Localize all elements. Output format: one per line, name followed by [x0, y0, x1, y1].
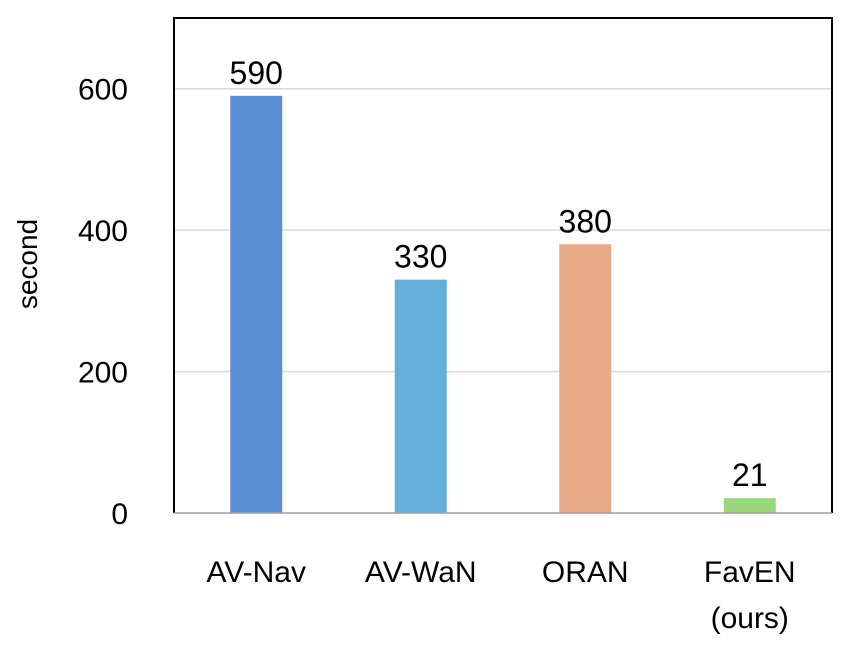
x-category-label: ORAN: [542, 556, 629, 589]
x-category-label: FavEN (ours): [704, 556, 796, 635]
y-tick-label: 200: [78, 357, 128, 390]
x-category-label: AV-WaN: [365, 556, 477, 589]
bars: [230, 95, 776, 514]
bar: [394, 279, 447, 513]
y-tick-labels: 0 200 400 600: [78, 74, 128, 531]
y-axis-title: second: [12, 219, 43, 309]
data-label: 380: [559, 203, 612, 239]
bar: [230, 95, 283, 514]
plot-border: [173, 17, 833, 513]
y-tick-label: 600: [78, 74, 128, 107]
data-label: 330: [394, 239, 447, 275]
plot-frame: [173, 17, 833, 514]
y-tick-label: 0: [111, 498, 128, 531]
data-label: 21: [732, 457, 768, 493]
category-labels: AV-Nav AV-WaN ORAN FavEN (ours): [207, 556, 796, 635]
x-category-label: AV-Nav: [207, 556, 306, 589]
data-label: 590: [230, 55, 283, 91]
bar: [723, 498, 776, 513]
y-tick-label: 400: [78, 215, 128, 248]
data-labels: 590 330 380 21: [230, 55, 768, 493]
bar: [559, 244, 612, 514]
gridlines: [174, 87, 832, 373]
